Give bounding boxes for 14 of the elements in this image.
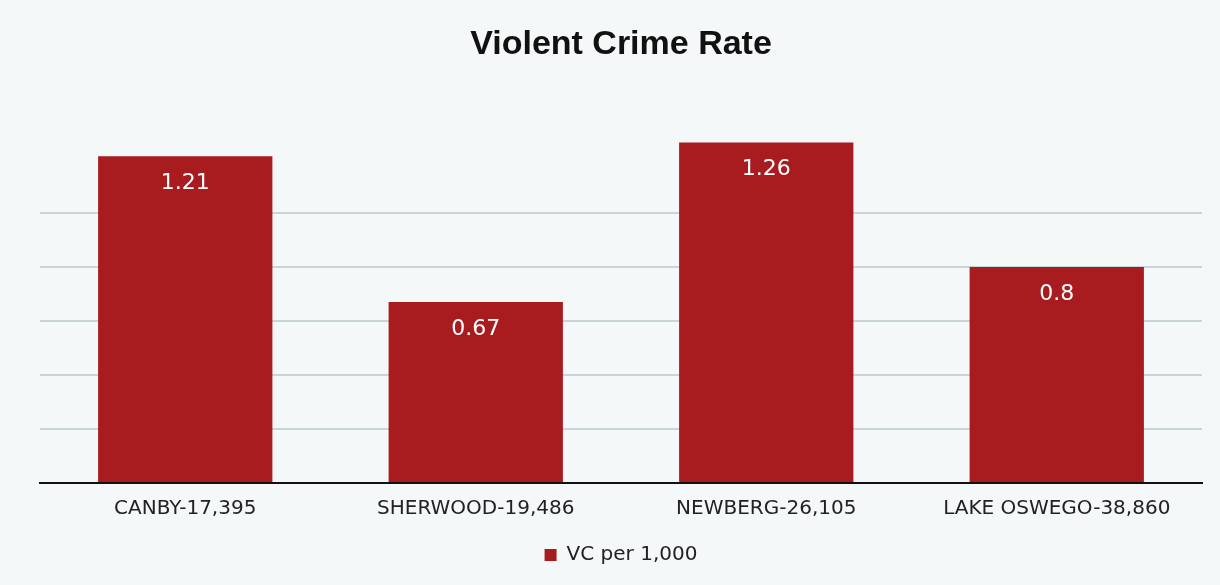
bar (98, 156, 273, 482)
legend-label: VC per 1,000 (566, 541, 698, 566)
x-tick-label: SHERWOOD-19,486 (377, 495, 575, 520)
chart-title: Violent Crime Rate (470, 22, 772, 61)
data-label: 0.67 (451, 314, 501, 340)
bar (388, 302, 563, 482)
x-tick-label: CANBY-17,395 (114, 495, 257, 520)
bar (679, 142, 854, 482)
data-label: 1.21 (160, 168, 210, 194)
data-label: 1.26 (741, 155, 791, 181)
x-tick-label: NEWBERG-26,105 (676, 495, 857, 520)
bar (969, 266, 1144, 482)
x-tick-label: LAKE OSWEGO-38,860 (943, 495, 1171, 520)
data-label: 0.8 (1039, 279, 1075, 305)
